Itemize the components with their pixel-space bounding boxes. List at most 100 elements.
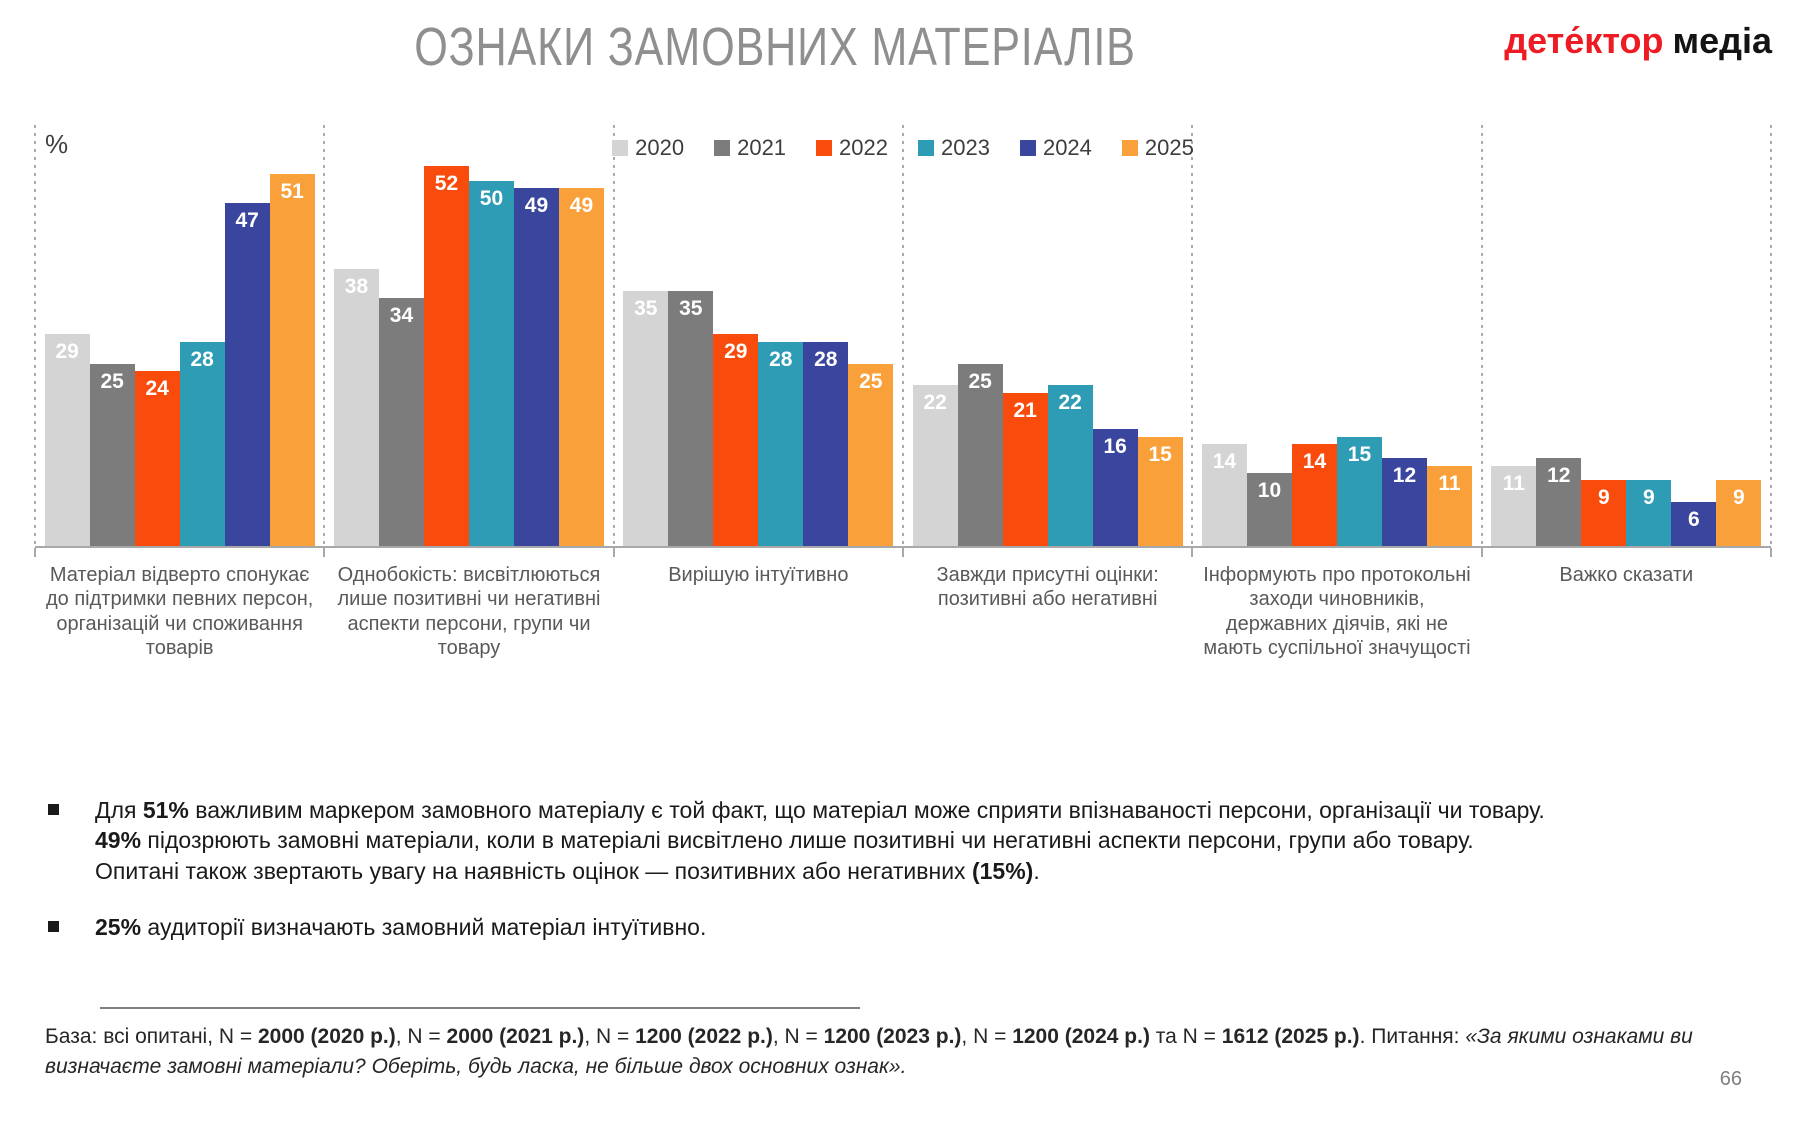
legend-item-2020: 2020 (612, 135, 684, 161)
text-segment: 1200 (2022 р.) (635, 1025, 773, 1048)
bar-value-label: 50 (479, 187, 504, 210)
logo-word-detector: дете́ктор (1504, 20, 1664, 61)
bar-value-label: 29 (55, 340, 79, 364)
text-segment: важливим маркером замовного матеріалу є … (188, 797, 1545, 823)
legend-item-2023: 2023 (918, 135, 990, 161)
bar-value-label: 28 (814, 347, 838, 371)
bar-group: 29 25 24 28 47 51 (35, 125, 324, 546)
group-separator-line (1480, 125, 1483, 546)
bar-value-label: 15 (1347, 442, 1372, 466)
bar-value-label: 10 (1257, 479, 1282, 502)
bar-value-label: 28 (769, 347, 793, 371)
bar-value-label: 15 (1148, 442, 1172, 466)
bar-group: 38 34 52 50 49 49 (324, 125, 613, 546)
bar-value-label: 11 (1502, 471, 1525, 495)
bar-value-label: 52 (434, 172, 459, 196)
bar-2023: 15 (1336, 436, 1382, 546)
bar-2020: 14 (1201, 443, 1247, 546)
group-separator-line (1770, 125, 1772, 546)
legend-item-2025: 2025 (1121, 135, 1194, 161)
text-segment: 2000 (2021 р.) (446, 1025, 585, 1048)
axis-tick (1480, 548, 1483, 557)
bar-group: 22 25 21 22 16 15 (903, 125, 1192, 546)
category-label: Вирішую інтуїтивно (668, 564, 849, 586)
legend-label: 2023 (941, 135, 990, 160)
legend-swatch-2022 (816, 140, 833, 156)
bar-2023: 28 (758, 341, 804, 546)
bar-chart: % 2020 2021 2022 2023 2024 2025 29 25 24 28 47 51 3… (34, 125, 1772, 557)
legend-swatch-2024 (1019, 140, 1036, 156)
bar-value-label: 6 (1687, 508, 1700, 532)
footnote-divider (100, 1007, 860, 1009)
y-axis-unit-label: % (45, 129, 69, 159)
text-segment: , N = (772, 1025, 824, 1048)
bar-2022: 14 (1291, 443, 1337, 546)
bar-value-label: 16 (1103, 435, 1127, 459)
group-separator-line (1191, 125, 1194, 546)
bar-value-label: 24 (145, 376, 169, 400)
bar-2021: 25 (89, 363, 135, 546)
legend-swatch-2020 (612, 140, 629, 156)
bar-value-label: 38 (344, 274, 369, 298)
bar-value-label: 12 (1392, 464, 1417, 488)
bullet-square-icon (48, 804, 59, 815)
summary-bullets: Для 51% важливим маркером замовного мате… (48, 795, 1588, 968)
page-number: 66 (1719, 1068, 1742, 1090)
group-separator-line (902, 125, 904, 546)
bar-value-label: 9 (1732, 486, 1745, 510)
bar-value-label: 21 (1013, 398, 1037, 422)
legend-swatch-2023 (918, 140, 934, 156)
bar-group: 11 12 9 9 6 9 (1482, 125, 1771, 546)
bar-value-label: 25 (859, 369, 883, 393)
bar-2024: 49 (513, 188, 559, 546)
legend-label: 2025 (1144, 135, 1194, 160)
bar-2024: 28 (803, 341, 849, 546)
bullet-text: Для 51% важливим маркером замовного мате… (95, 795, 1545, 886)
bar-value-label: 34 (389, 303, 414, 327)
text-segment: 1612 (2025 р.) (1221, 1025, 1360, 1048)
bar-2023: 28 (179, 341, 225, 546)
bar-2025: 49 (558, 188, 604, 546)
bar-2025: 11 (1426, 465, 1472, 546)
text-segment: , N = (961, 1025, 1013, 1048)
bar-value-label: 9 (1597, 486, 1610, 510)
bar-value-label: 29 (724, 340, 748, 364)
group-separator-line (323, 125, 326, 546)
axis-tick (1191, 548, 1194, 557)
bar-2023: 22 (1047, 385, 1093, 546)
bar-2020: 22 (912, 385, 958, 546)
bar-2022: 52 (423, 166, 469, 546)
legend-label: 2024 (1042, 135, 1092, 160)
bar-2025: 15 (1137, 436, 1183, 546)
bar-2024: 6 (1671, 502, 1717, 546)
group-separator-line (34, 125, 36, 546)
bar-value-label: 22 (923, 391, 947, 415)
bar-value-label: 22 (1058, 391, 1082, 415)
legend-swatch-2025 (1121, 140, 1138, 156)
bar-2021: 25 (957, 363, 1003, 546)
legend-item-2021: 2021 (714, 135, 786, 161)
legend-label: 2022 (839, 135, 888, 160)
bar-value-label: 28 (190, 347, 214, 371)
bar-2021: 35 (668, 290, 714, 546)
bar-2024: 16 (1092, 429, 1138, 546)
axis-tick (902, 548, 904, 557)
bar-2025: 25 (848, 363, 894, 546)
category-label: Матеріал відверто спонукає до підтримки … (45, 564, 314, 660)
category-label: Важко сказати (1559, 564, 1694, 586)
text-segment: . Питання: (1359, 1025, 1466, 1048)
text-segment: 1200 (2024 р.) (1012, 1025, 1150, 1048)
axis-tick (34, 548, 36, 557)
text-segment: 51% (142, 797, 189, 823)
legend-swatch-2021 (714, 140, 731, 156)
bar-2023: 9 (1626, 480, 1672, 546)
text-segment: 49% (95, 827, 142, 854)
bar-value-label: 14 (1212, 449, 1237, 473)
legend-label: 2021 (737, 135, 787, 160)
bar-2024: 47 (224, 202, 270, 546)
plot-area: 29 25 24 28 47 51 38 34 52 50 49 49 35 35 29 28 28 25 22 25… (34, 125, 1772, 557)
bar-2020: 11 (1491, 465, 1537, 546)
bar-value-label: 35 (679, 296, 703, 320)
bar-value-label: 25 (968, 369, 992, 393)
bar-value-label: 51 (280, 179, 304, 203)
